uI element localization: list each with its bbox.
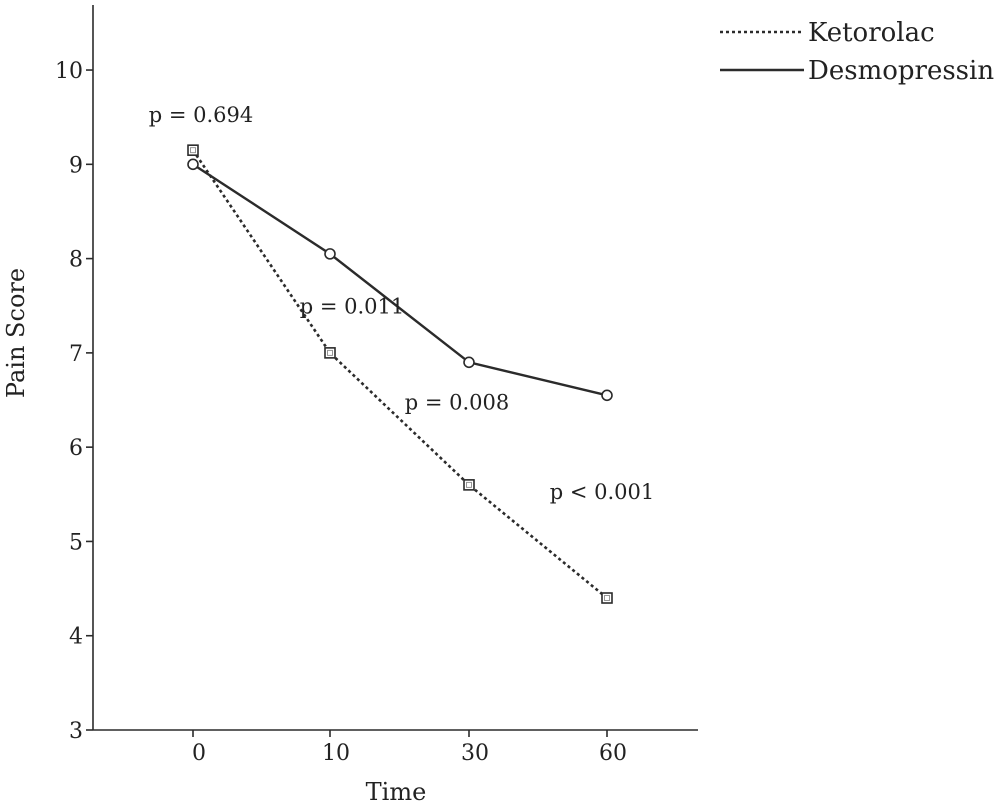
series-layer bbox=[187, 144, 613, 604]
x-axis-title: Time bbox=[366, 778, 427, 806]
y-tick-label: 6 bbox=[69, 436, 83, 461]
data-point-ketorolac bbox=[463, 479, 475, 491]
data-point-desmopressin bbox=[324, 248, 336, 260]
data-point-ketorolac bbox=[324, 347, 336, 359]
x-tick-label: 0 bbox=[192, 741, 206, 766]
x-tick-label: 30 bbox=[461, 741, 489, 766]
data-point-desmopressin bbox=[601, 389, 613, 402]
y-tick-label: 4 bbox=[69, 625, 83, 650]
data-point-inner bbox=[466, 481, 472, 488]
data-point-inner bbox=[604, 595, 610, 601]
y-tick-label: 7 bbox=[69, 342, 83, 367]
data-point-inner bbox=[327, 349, 333, 356]
y-tick-label: 8 bbox=[69, 248, 83, 273]
y-tick-label: 10 bbox=[55, 59, 83, 84]
x-tick-label: 60 bbox=[599, 741, 627, 766]
axes: 3 4 5 6 7 8 9 10 0 10 30 60 Time Pain Score bbox=[2, 5, 698, 806]
data-point-desmopressin bbox=[463, 356, 475, 369]
x-tick-label: 10 bbox=[322, 741, 350, 766]
y-tick-label: 3 bbox=[69, 719, 83, 744]
legend: Ketorolac Desmopressin bbox=[720, 18, 994, 86]
p-value-annotation: p = 0.011 bbox=[300, 294, 405, 318]
p-value-annotation: p = 0.694 bbox=[149, 103, 254, 127]
y-tick-label: 9 bbox=[69, 153, 83, 178]
series-line-desmopressin bbox=[192, 163, 608, 397]
y-axis-title: Pain Score bbox=[2, 268, 30, 398]
y-tick-label: 5 bbox=[69, 530, 83, 555]
p-value-annotation: p = 0.008 bbox=[405, 390, 510, 414]
data-point-ketorolac bbox=[187, 144, 199, 156]
data-point-desmopressin bbox=[187, 158, 199, 171]
series-line-ketorolac bbox=[191, 149, 608, 600]
legend-label-desmopressin: Desmopressin bbox=[808, 56, 994, 86]
p-value-annotation: p < 0.001 bbox=[550, 480, 655, 504]
annotations: p = 0.694 p = 0.011 p = 0.008 p < 0.001 bbox=[149, 103, 655, 504]
data-point-inner bbox=[190, 147, 196, 154]
legend-label-ketorolac: Ketorolac bbox=[808, 18, 935, 48]
data-point-ketorolac bbox=[601, 592, 613, 604]
